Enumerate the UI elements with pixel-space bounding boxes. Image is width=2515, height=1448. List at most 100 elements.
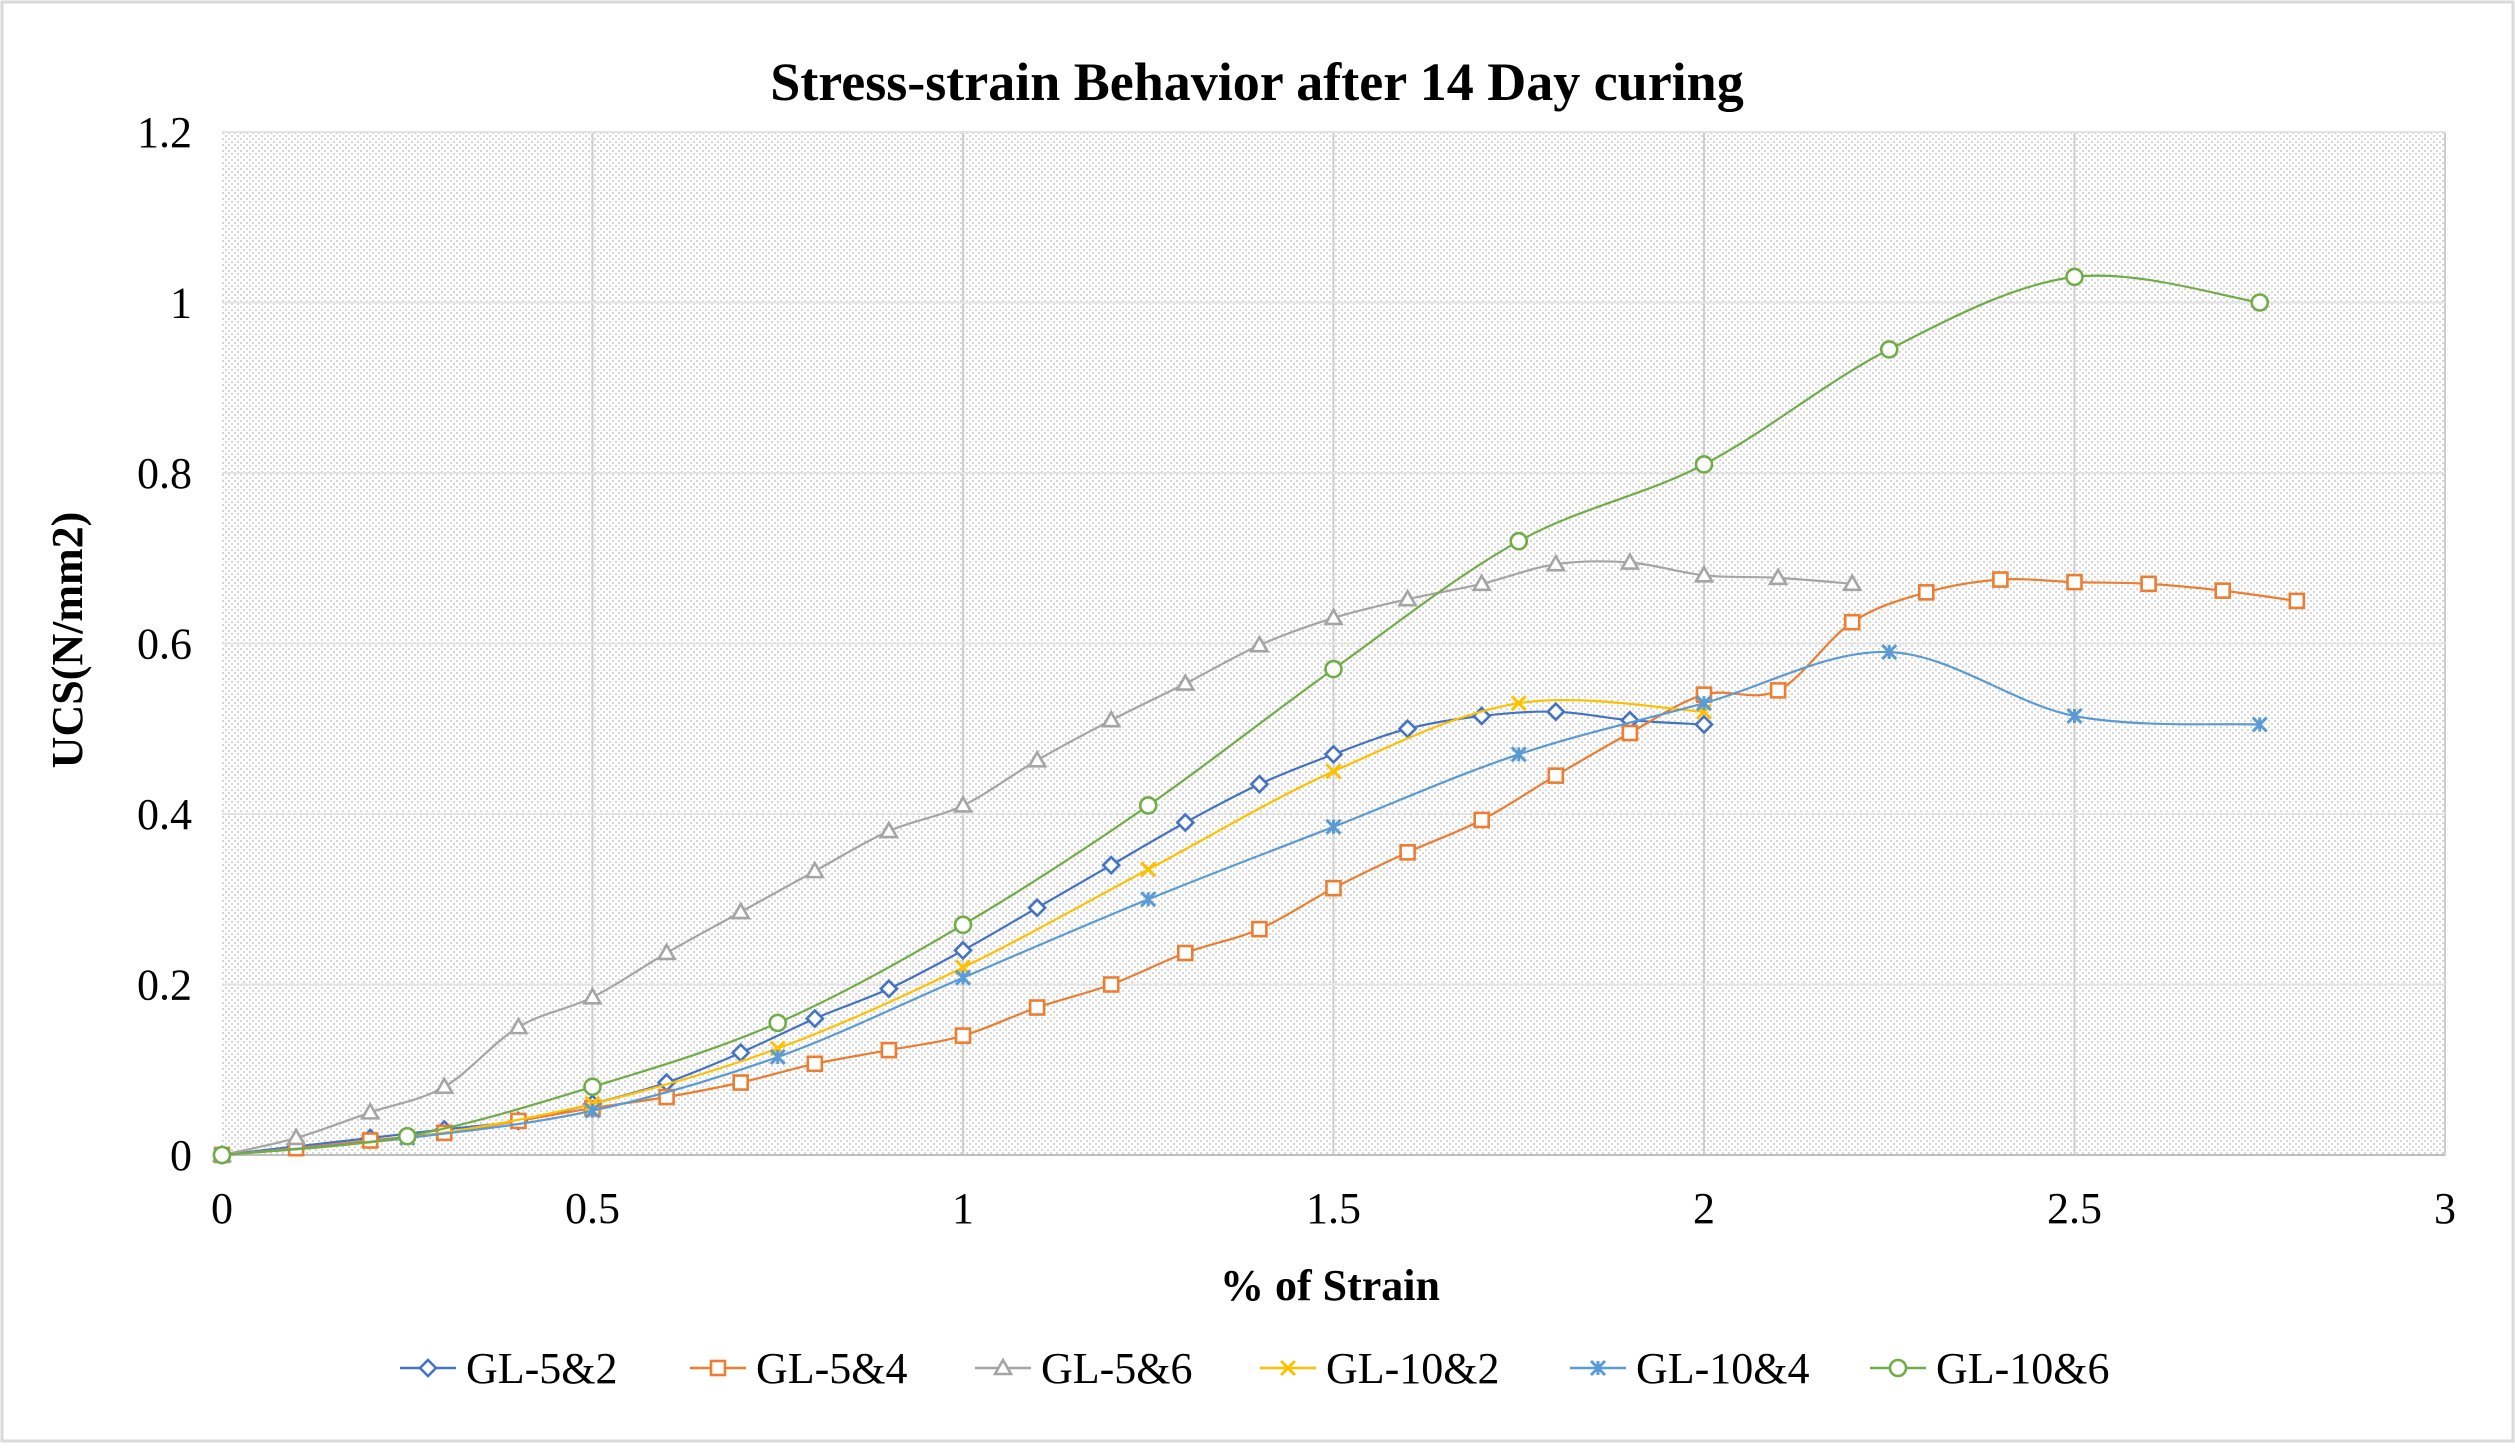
chart-title: Stress-strain Behavior after 14 Day curi…	[770, 52, 1743, 112]
data-point-gl-10-6	[397, 1126, 417, 1146]
data-point-gl-10-6	[1694, 455, 1714, 474]
y-tick-label: 1.2	[137, 108, 192, 157]
data-point-gl-10-2	[1140, 861, 1157, 878]
legend-label: GL-10&4	[1636, 1344, 1810, 1393]
data-point-gl-5-4	[1399, 844, 1416, 861]
data-point-gl-5-6	[1471, 573, 1492, 592]
series-line-gl-10-4	[221, 650, 2260, 1157]
data-point-gl-5-6	[1100, 709, 1122, 728]
data-point-gl-5-6	[285, 1127, 307, 1146]
y-tick-label: 0.4	[137, 790, 192, 839]
data-point-gl-5-6	[508, 1016, 529, 1035]
data-point-gl-10-6	[1324, 659, 1343, 679]
legend-label: GL-10&6	[1936, 1344, 2110, 1393]
data-point-gl-10-4	[2251, 716, 2268, 733]
data-point-gl-10-6	[212, 1145, 232, 1165]
data-point-gl-5-6	[1767, 567, 1789, 586]
data-point-gl-5-6	[582, 986, 603, 1005]
series-gl-10-6	[212, 267, 2270, 1165]
data-point-gl-5-4	[1473, 811, 1490, 829]
data-point-gl-5-4	[806, 1055, 824, 1073]
data-point-gl-5-6	[1545, 553, 1567, 572]
series-gl-10-4	[213, 643, 2268, 1164]
data-point-gl-10-4	[1881, 643, 1898, 661]
x-tick-label: 2.5	[2047, 1184, 2102, 1233]
data-point-gl-10-2	[1325, 763, 1342, 780]
data-point-gl-5-6	[1026, 749, 1048, 768]
x-tick-label: 0	[211, 1184, 233, 1233]
data-point-gl-5-4	[732, 1074, 750, 1091]
data-point-gl-5-6	[1841, 573, 1863, 592]
x-tick-label: 0.5	[565, 1184, 620, 1233]
data-point-gl-5-4	[1769, 682, 1787, 699]
legend-item-gl-5-4[interactable]: GL-5&4	[690, 1344, 908, 1393]
data-point-gl-5-4	[1028, 999, 1046, 1016]
data-point-gl-5-4	[1102, 976, 1120, 993]
data-point-gl-5-4	[880, 1041, 898, 1059]
legend-item-gl-10-6[interactable]: GL-10&6	[1870, 1344, 2110, 1393]
data-point-gl-10-6	[583, 1077, 602, 1097]
data-point-gl-5-6	[434, 1076, 455, 1095]
legend-marker	[1888, 1358, 1908, 1378]
data-point-gl-5-2	[804, 1008, 825, 1029]
data-point-gl-5-2	[1027, 897, 1047, 918]
data-point-gl-10-4	[584, 1102, 601, 1119]
data-point-gl-10-6	[1138, 796, 1158, 815]
data-point-gl-10-6	[2065, 267, 2084, 287]
legend-label: GL-5&4	[756, 1344, 908, 1393]
data-point-gl-5-4	[2066, 573, 2083, 591]
data-point-gl-5-4	[1547, 767, 1565, 784]
data-point-gl-5-4	[1325, 879, 1342, 897]
legend-label: GL-10&2	[1326, 1344, 1500, 1393]
data-point-gl-5-2	[1397, 718, 1418, 739]
legend-item-gl-10-2[interactable]: GL-10&2	[1260, 1344, 1500, 1393]
data-point-gl-5-6	[1397, 588, 1418, 607]
data-point-gl-10-4	[1695, 695, 1713, 712]
x-tick-label: 2	[1693, 1184, 1715, 1233]
data-point-gl-10-4	[2066, 707, 2083, 725]
legend-label: GL-5&6	[1041, 1344, 1193, 1393]
data-point-gl-5-4	[1843, 613, 1861, 631]
legend-marker	[418, 1358, 438, 1378]
data-point-gl-5-2	[953, 940, 973, 961]
data-point-gl-5-2	[1175, 812, 1196, 833]
data-point-gl-5-6	[878, 820, 900, 839]
data-point-gl-5-4	[2140, 575, 2157, 593]
data-point-gl-10-4	[1325, 818, 1342, 835]
legend-item-gl-5-6[interactable]: GL-5&6	[975, 1344, 1193, 1393]
grid-lines	[222, 131, 2446, 1156]
data-point-gl-5-6	[730, 901, 751, 920]
data-point-gl-10-6	[2250, 293, 2270, 312]
data-point-gl-5-4	[1177, 944, 1194, 962]
legend-item-gl-5-2[interactable]: GL-5&2	[400, 1344, 618, 1393]
data-point-gl-5-6	[952, 794, 974, 813]
series-gl-5-6	[211, 551, 1863, 1163]
series-layer	[211, 267, 2306, 1165]
y-tick-label: 0.6	[137, 620, 192, 669]
legend-marker	[1589, 1359, 1607, 1377]
data-point-gl-5-2	[1249, 774, 1270, 795]
y-axis-title: UCS(N/mm2)	[43, 512, 92, 769]
legend-marker	[709, 1359, 727, 1377]
data-point-gl-5-6	[1693, 564, 1715, 583]
legend-marker	[1279, 1359, 1297, 1377]
y-tick-label: 0.2	[137, 961, 192, 1010]
x-axis-title: % of Strain	[1220, 1261, 1440, 1310]
data-point-gl-10-4	[1140, 891, 1157, 908]
tick-labels: 0 0.5 1 1.5 2 2.5 3 0 0.2 0.4 0.6 0.8 1 1.2	[137, 108, 2456, 1233]
data-point-gl-10-2	[1510, 695, 1527, 712]
data-point-gl-10-4	[954, 969, 972, 986]
data-point-gl-5-4	[1621, 724, 1639, 742]
data-point-gl-5-2	[1694, 714, 1714, 735]
legend-item-gl-10-4[interactable]: GL-10&4	[1570, 1344, 1810, 1393]
x-tick-label: 3	[2434, 1184, 2456, 1233]
data-point-gl-5-6	[1619, 551, 1641, 570]
data-point-gl-10-6	[768, 1013, 788, 1033]
data-point-gl-5-6	[804, 860, 826, 879]
x-tick-label: 1	[952, 1184, 974, 1233]
y-tick-label: 0	[170, 1131, 192, 1180]
data-point-gl-10-4	[769, 1048, 786, 1066]
legend-marker	[992, 1357, 1014, 1376]
data-point-gl-5-2	[1545, 701, 1566, 722]
data-point-gl-5-2	[1323, 744, 1344, 765]
